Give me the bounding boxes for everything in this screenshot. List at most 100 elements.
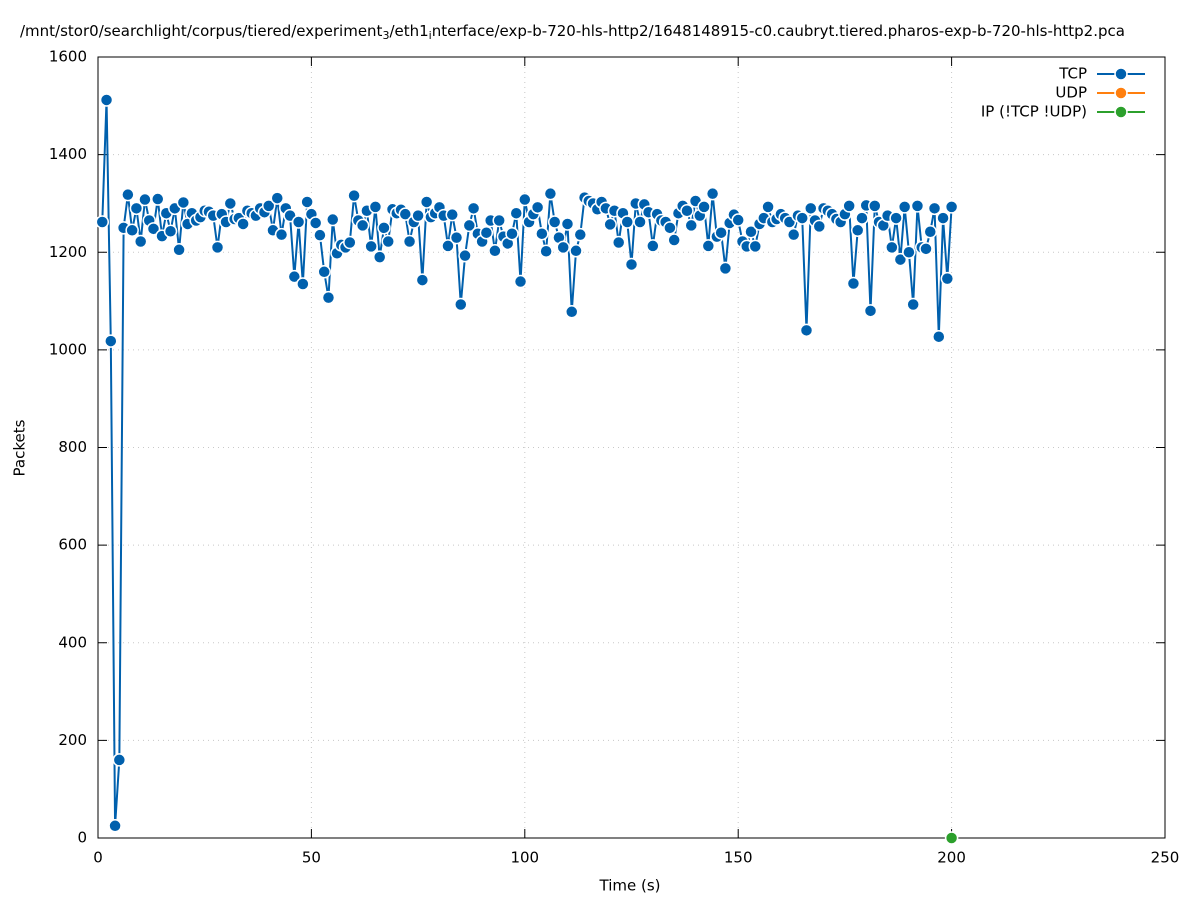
x-tick-label: 0 bbox=[93, 849, 103, 867]
chart-title: /mnt/stor0/searchlight/corpus/tiered/exp… bbox=[20, 22, 1125, 43]
data-point bbox=[624, 257, 639, 272]
data-point bbox=[761, 200, 775, 214]
data-point bbox=[479, 225, 494, 240]
y-axis-label: Packets bbox=[11, 419, 29, 476]
y-tick-label: 1400 bbox=[49, 145, 87, 163]
legend-marker bbox=[1114, 105, 1128, 119]
data-point bbox=[291, 215, 306, 229]
data-point bbox=[513, 274, 528, 289]
data-point bbox=[270, 191, 285, 205]
data-point bbox=[223, 196, 238, 211]
data-point bbox=[705, 186, 720, 201]
data-point bbox=[347, 188, 361, 203]
y-tick-label: 1200 bbox=[49, 243, 87, 261]
data-point bbox=[146, 222, 161, 236]
data-point bbox=[411, 208, 425, 223]
data-point bbox=[744, 224, 758, 239]
data-point bbox=[112, 753, 127, 767]
data-point bbox=[902, 245, 916, 259]
data-point bbox=[402, 234, 417, 249]
data-point bbox=[121, 187, 135, 202]
data-point bbox=[381, 234, 395, 249]
data-point bbox=[944, 200, 959, 214]
data-point bbox=[868, 199, 882, 213]
y-tick-label: 1600 bbox=[49, 48, 87, 66]
data-point bbox=[936, 211, 950, 225]
data-point bbox=[364, 239, 378, 254]
data-point bbox=[518, 192, 532, 207]
data-point bbox=[620, 215, 634, 229]
data-point bbox=[893, 252, 908, 267]
data-point bbox=[236, 217, 250, 231]
plot-border bbox=[97, 56, 1166, 839]
title-part: /mnt/stor0/searchlight/corpus/tiered/exp… bbox=[20, 22, 383, 40]
data-point bbox=[398, 207, 413, 221]
data-point bbox=[564, 305, 579, 319]
title-subscript: i bbox=[429, 29, 432, 42]
data-point bbox=[919, 242, 933, 256]
data-point bbox=[547, 215, 562, 229]
title-part: nterface/exp-b-720-hls-http2/1648148915-… bbox=[432, 22, 1125, 40]
legend-label: UDP bbox=[1055, 84, 1087, 102]
data-point bbox=[906, 297, 920, 312]
data-point bbox=[944, 831, 959, 845]
data-point bbox=[151, 192, 165, 206]
y-tick-label: 200 bbox=[58, 731, 87, 749]
data-point bbox=[274, 227, 289, 242]
data-point bbox=[748, 239, 763, 254]
data-point bbox=[863, 304, 878, 318]
data-point bbox=[133, 234, 148, 249]
data-point bbox=[535, 226, 549, 241]
data-point bbox=[718, 261, 733, 276]
data-point bbox=[560, 217, 575, 231]
data-point bbox=[325, 212, 340, 227]
data-point bbox=[466, 201, 481, 216]
data-point bbox=[449, 230, 464, 245]
data-point bbox=[940, 271, 955, 286]
x-tick-label: 150 bbox=[724, 849, 753, 867]
data-point bbox=[419, 195, 434, 209]
data-point bbox=[556, 240, 570, 255]
y-tick-label: 800 bbox=[58, 438, 87, 456]
data-point bbox=[509, 206, 524, 220]
title-subscript: 3 bbox=[382, 29, 389, 42]
data-point bbox=[611, 235, 626, 250]
data-point bbox=[855, 211, 869, 225]
data-point bbox=[910, 199, 925, 213]
data-point bbox=[897, 200, 912, 214]
data-point bbox=[296, 277, 310, 291]
data-point bbox=[377, 221, 391, 235]
data-point bbox=[731, 213, 745, 227]
data-point bbox=[850, 223, 865, 238]
data-point bbox=[812, 219, 827, 234]
data-point bbox=[355, 218, 370, 233]
x-tick-label: 50 bbox=[302, 849, 321, 867]
data-point bbox=[697, 200, 711, 214]
data-point bbox=[317, 265, 331, 279]
data-point bbox=[923, 224, 938, 239]
data-point bbox=[505, 226, 519, 241]
data-point bbox=[799, 323, 814, 338]
data-point bbox=[633, 215, 647, 229]
data-point bbox=[543, 186, 558, 201]
legend-label: TCP bbox=[1058, 65, 1087, 83]
data-point bbox=[488, 244, 502, 258]
x-axis-label: Time (s) bbox=[599, 877, 661, 895]
data-point bbox=[569, 244, 583, 258]
data-point bbox=[492, 213, 506, 228]
data-point bbox=[932, 329, 946, 344]
data-point bbox=[530, 200, 545, 215]
y-tick-label: 1000 bbox=[49, 340, 87, 358]
data-point bbox=[804, 201, 818, 216]
data-point bbox=[846, 276, 861, 291]
y-tick-label: 0 bbox=[77, 829, 87, 847]
data-point bbox=[458, 248, 472, 263]
data-point bbox=[842, 199, 856, 213]
data-point bbox=[308, 216, 323, 230]
data-point bbox=[462, 218, 477, 233]
data-point bbox=[372, 250, 387, 264]
data-point bbox=[415, 273, 430, 287]
data-point bbox=[138, 192, 152, 207]
data-point bbox=[321, 290, 336, 305]
